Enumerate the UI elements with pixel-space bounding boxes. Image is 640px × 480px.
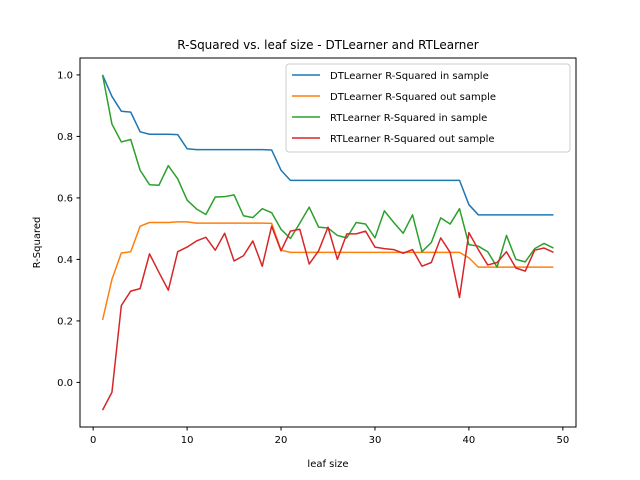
x-axis-label: leaf size (307, 459, 348, 470)
chart-title: R-Squared vs. leaf size - DTLearner and … (177, 38, 479, 52)
y-tick-label-5: 1.0 (57, 70, 73, 81)
y-axis-label: R-Squared (32, 217, 43, 269)
legend-entry-3: RTLearner R-Squared out sample (330, 134, 495, 145)
legend-entry-1: DTLearner R-Squared out sample (330, 92, 496, 103)
legend-entry-2: RTLearner R-Squared in sample (330, 113, 487, 124)
x-tick-label-0: 0 (90, 435, 96, 446)
series-line-3 (101, 225, 554, 411)
x-tick-label-50: 50 (556, 435, 569, 446)
y-tick-label-0: 0.0 (57, 378, 73, 389)
x-tick-label-40: 40 (463, 435, 476, 446)
series-group (101, 74, 554, 411)
x-tick-label-30: 30 (369, 435, 382, 446)
y-tick-label-1: 0.2 (57, 316, 73, 327)
series-line-1 (101, 221, 554, 321)
y-tick-label-2: 0.4 (57, 255, 73, 266)
x-tick-label-10: 10 (181, 435, 194, 446)
series-line-0 (101, 74, 554, 216)
legend: DTLearner R-Squared in sample DTLearner R… (285, 63, 571, 153)
y-axis: 0.0 0.2 0.4 0.6 0.8 1.0 (57, 70, 80, 389)
y-tick-label-3: 0.6 (57, 193, 73, 204)
legend-entry-0: DTLearner R-Squared in sample (330, 71, 489, 82)
legend-box (285, 63, 571, 153)
plot-frame (79, 57, 577, 428)
x-axis: 0 10 20 30 40 50 (90, 427, 569, 446)
x-tick-label-20: 20 (275, 435, 288, 446)
y-tick-label-4: 0.8 (57, 132, 73, 143)
